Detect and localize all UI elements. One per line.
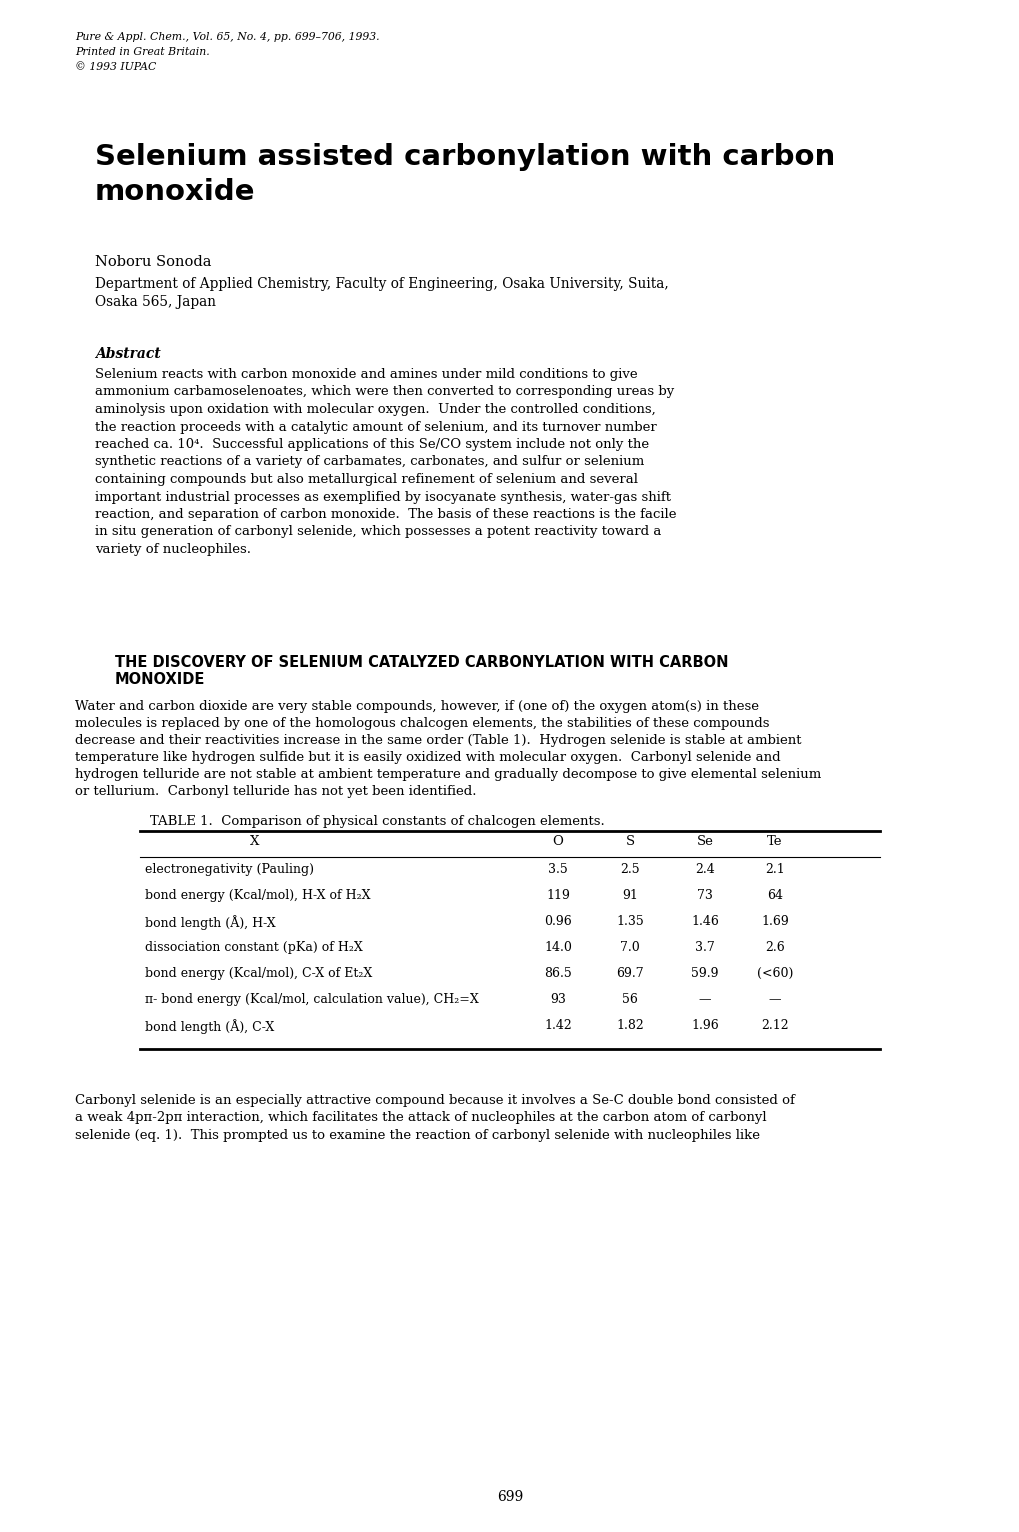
- Text: reached ca. 10⁴.  Successful applications of this Se/CO system include not only : reached ca. 10⁴. Successful applications…: [95, 438, 648, 450]
- Text: THE DISCOVERY OF SELENIUM CATALYZED CARBONYLATION WITH CARBON: THE DISCOVERY OF SELENIUM CATALYZED CARB…: [115, 656, 728, 669]
- Text: Se: Se: [696, 835, 712, 849]
- Text: bond length (Å), H-X: bond length (Å), H-X: [145, 915, 275, 930]
- Text: Abstract: Abstract: [95, 348, 161, 362]
- Text: Water and carbon dioxide are very stable compounds, however, if (one of) the oxy: Water and carbon dioxide are very stable…: [75, 700, 758, 712]
- Text: 69.7: 69.7: [615, 967, 643, 980]
- Text: 86.5: 86.5: [543, 967, 572, 980]
- Text: 1.42: 1.42: [543, 1019, 572, 1033]
- Text: 1.96: 1.96: [691, 1019, 718, 1033]
- Text: Department of Applied Chemistry, Faculty of Engineering, Osaka University, Suita: Department of Applied Chemistry, Faculty…: [95, 277, 668, 291]
- Text: X: X: [250, 835, 260, 849]
- Text: in situ generation of carbonyl selenide, which possesses a potent reactivity tow: in situ generation of carbonyl selenide,…: [95, 525, 660, 539]
- Text: —: —: [768, 993, 781, 1007]
- Text: Selenium reacts with carbon monoxide and amines under mild conditions to give: Selenium reacts with carbon monoxide and…: [95, 368, 637, 381]
- Text: bond energy (Kcal/mol), C-X of Et₂X: bond energy (Kcal/mol), C-X of Et₂X: [145, 967, 372, 980]
- Text: important industrial processes as exemplified by isocyanate synthesis, water-gas: important industrial processes as exempl…: [95, 490, 671, 504]
- Text: dissociation constant (pKa) of H₂X: dissociation constant (pKa) of H₂X: [145, 941, 363, 954]
- Text: variety of nucleophiles.: variety of nucleophiles.: [95, 542, 251, 556]
- Text: synthetic reactions of a variety of carbamates, carbonates, and sulfur or seleni: synthetic reactions of a variety of carb…: [95, 455, 644, 469]
- Text: MONOXIDE: MONOXIDE: [115, 673, 205, 686]
- Text: S: S: [625, 835, 634, 849]
- Text: 2.6: 2.6: [764, 941, 784, 954]
- Text: 93: 93: [549, 993, 566, 1007]
- Text: Te: Te: [766, 835, 782, 849]
- Text: temperature like hydrogen sulfide but it is easily oxidized with molecular oxyge: temperature like hydrogen sulfide but it…: [75, 751, 780, 764]
- Text: selenide (eq. 1).  This prompted us to examine the reaction of carbonyl selenide: selenide (eq. 1). This prompted us to ex…: [75, 1129, 759, 1141]
- Text: Printed in Great Britain.: Printed in Great Britain.: [75, 47, 210, 57]
- Text: π- bond energy (Kcal/mol, calculation value), CH₂=X: π- bond energy (Kcal/mol, calculation va…: [145, 993, 478, 1007]
- Text: 1.35: 1.35: [615, 915, 643, 928]
- Text: 64: 64: [766, 889, 783, 902]
- Text: Selenium assisted carbonylation with carbon: Selenium assisted carbonylation with car…: [95, 142, 835, 172]
- Text: 1.82: 1.82: [615, 1019, 643, 1033]
- Text: 3.5: 3.5: [547, 863, 568, 876]
- Text: O: O: [552, 835, 562, 849]
- Text: bond length (Å), C-X: bond length (Å), C-X: [145, 1019, 274, 1034]
- Text: ammonium carbamoselenoates, which were then converted to corresponding ureas by: ammonium carbamoselenoates, which were t…: [95, 386, 674, 398]
- Text: 1.46: 1.46: [691, 915, 718, 928]
- Text: 2.4: 2.4: [694, 863, 714, 876]
- Text: decrease and their reactivities increase in the same order (Table 1).  Hydrogen : decrease and their reactivities increase…: [75, 734, 801, 748]
- Text: 14.0: 14.0: [543, 941, 572, 954]
- Text: reaction, and separation of carbon monoxide.  The basis of these reactions is th: reaction, and separation of carbon monox…: [95, 509, 676, 521]
- Text: 59.9: 59.9: [691, 967, 718, 980]
- Text: (<60): (<60): [756, 967, 793, 980]
- Text: 73: 73: [696, 889, 712, 902]
- Text: 1.69: 1.69: [760, 915, 788, 928]
- Text: molecules is replaced by one of the homologous chalcogen elements, the stabiliti: molecules is replaced by one of the homo…: [75, 717, 768, 731]
- Text: monoxide: monoxide: [95, 178, 255, 205]
- Text: or tellurium.  Carbonyl telluride has not yet been identified.: or tellurium. Carbonyl telluride has not…: [75, 784, 476, 798]
- Text: 2.12: 2.12: [760, 1019, 788, 1033]
- Text: 91: 91: [622, 889, 637, 902]
- Text: bond energy (Kcal/mol), H-X of H₂X: bond energy (Kcal/mol), H-X of H₂X: [145, 889, 370, 902]
- Text: © 1993 IUPAC: © 1993 IUPAC: [75, 61, 156, 72]
- Text: hydrogen telluride are not stable at ambient temperature and gradually decompose: hydrogen telluride are not stable at amb…: [75, 768, 820, 781]
- Text: 0.96: 0.96: [543, 915, 572, 928]
- Text: Carbonyl selenide is an especially attractive compound because it involves a Se-: Carbonyl selenide is an especially attra…: [75, 1094, 794, 1108]
- Text: aminolysis upon oxidation with molecular oxygen.  Under the controlled condition: aminolysis upon oxidation with molecular…: [95, 403, 655, 417]
- Text: 699: 699: [496, 1491, 523, 1504]
- Text: 119: 119: [545, 889, 570, 902]
- Text: containing compounds but also metallurgical refinement of selenium and several: containing compounds but also metallurgi…: [95, 473, 637, 486]
- Text: Osaka 565, Japan: Osaka 565, Japan: [95, 296, 216, 309]
- Text: TABLE 1.  Comparison of physical constants of chalcogen elements.: TABLE 1. Comparison of physical constant…: [150, 815, 604, 827]
- Text: —: —: [698, 993, 710, 1007]
- Text: the reaction proceeds with a catalytic amount of selenium, and its turnover numb: the reaction proceeds with a catalytic a…: [95, 420, 656, 434]
- Text: a weak 4pπ-2pπ interaction, which facilitates the attack of nucleophiles at the : a weak 4pπ-2pπ interaction, which facili…: [75, 1112, 766, 1124]
- Text: Pure & Appl. Chem., Vol. 65, No. 4, pp. 699–706, 1993.: Pure & Appl. Chem., Vol. 65, No. 4, pp. …: [75, 32, 379, 41]
- Text: Noboru Sonoda: Noboru Sonoda: [95, 254, 211, 270]
- Text: 2.5: 2.5: [620, 863, 639, 876]
- Text: 2.1: 2.1: [764, 863, 784, 876]
- Text: 3.7: 3.7: [694, 941, 714, 954]
- Text: 56: 56: [622, 993, 637, 1007]
- Text: electronegativity (Pauling): electronegativity (Pauling): [145, 863, 314, 876]
- Text: 7.0: 7.0: [620, 941, 639, 954]
